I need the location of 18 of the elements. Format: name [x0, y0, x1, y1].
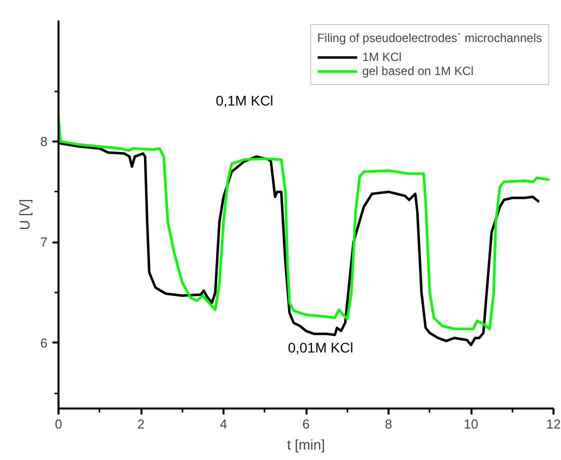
y-tick-label: 7: [40, 234, 48, 250]
x-axis-title: t [min]: [286, 436, 326, 452]
x-tick-label: 10: [464, 416, 478, 432]
x-tick-label: 2: [137, 416, 145, 432]
legend-label: 1M KCl: [362, 50, 402, 64]
y-tick-label: 8: [40, 134, 48, 149]
legend-title: Filing of pseudoelectrodes` microchannels: [317, 31, 542, 45]
line-series: [58, 114, 551, 330]
legend-label: gel based on 1M KCl: [362, 64, 474, 78]
annotation: 0,01M KCl: [288, 340, 354, 356]
x-tick-label: 0: [54, 416, 62, 432]
y-axis-title: U [V]: [16, 198, 32, 230]
x-tick-label: 6: [302, 416, 310, 432]
x-tick-label: 12: [546, 416, 561, 432]
y-tick-label: 6: [40, 335, 48, 350]
annotation: 0,1M KCl: [216, 92, 274, 108]
x-tick-label: 8: [384, 416, 392, 432]
x-tick-label: 4: [220, 416, 228, 432]
